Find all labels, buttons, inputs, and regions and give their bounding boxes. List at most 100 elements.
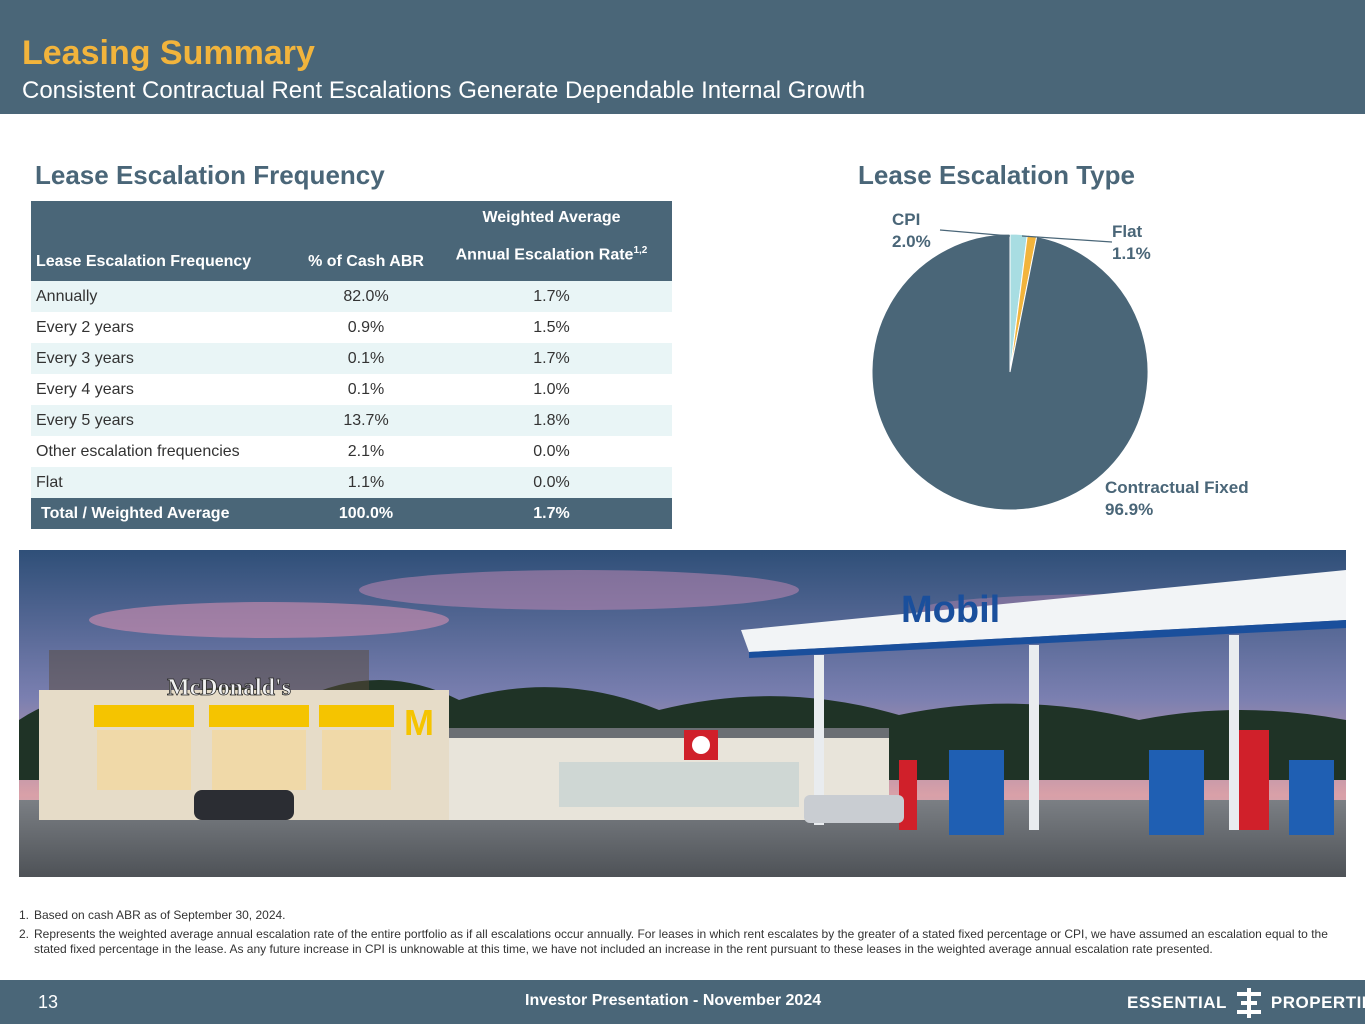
mcdonalds-sign: McDonald's bbox=[167, 675, 291, 701]
awning bbox=[319, 705, 394, 727]
table-row: Flat 1.1% 0.0% bbox=[31, 467, 672, 499]
flat-label-value: 1.1% bbox=[1112, 244, 1151, 263]
total-rate: 1.7% bbox=[431, 498, 672, 530]
golden-arches-logo: M bbox=[404, 702, 434, 743]
pie-slices bbox=[871, 233, 1149, 511]
row-rate: 0.0% bbox=[533, 442, 570, 460]
frequency-section-title: Lease Escalation Frequency bbox=[35, 160, 385, 190]
footer-text: Investor Presentation - November 2024 bbox=[525, 992, 822, 1009]
flat-label-name: Flat bbox=[1112, 222, 1143, 241]
window bbox=[212, 730, 306, 790]
mobil-sign: Mobil bbox=[901, 589, 1000, 631]
footnote-text: Represents the weighted average annual e… bbox=[34, 927, 1328, 956]
lease-escalation-type-pie-chart bbox=[871, 229, 1149, 511]
logo-text-right: PROPERTIES bbox=[1270, 993, 1365, 1012]
row-rate: 0.0% bbox=[431, 467, 672, 499]
slide-footer: 13 Investor Presentation - November 2024… bbox=[0, 980, 1365, 1024]
store-roof bbox=[449, 728, 889, 738]
fuel-pump bbox=[1149, 750, 1204, 835]
table-row: Other escalation frequencies 2.1% 0.0% bbox=[31, 436, 672, 467]
row-pct: 0.9% bbox=[347, 318, 385, 336]
column-header-rate-line1: Weighted Average bbox=[482, 209, 621, 226]
cloud bbox=[359, 570, 799, 610]
row-label: Annually bbox=[31, 281, 301, 313]
cpi-pie-label: CPI 2.0% bbox=[892, 209, 931, 253]
table-total-row: Total / Weighted Average 100.0% 1.7% bbox=[31, 498, 672, 530]
column-header-frequency: Lease Escalation Frequency bbox=[31, 201, 301, 282]
row-label: Other escalation frequencies bbox=[36, 442, 240, 460]
cpi-label-name: CPI bbox=[892, 210, 921, 229]
row-label: Every 2 years bbox=[36, 318, 134, 336]
circle-k-logo bbox=[692, 736, 710, 754]
column-header-rate-footnote: 1,2 bbox=[633, 245, 648, 256]
column-header-pct-label: % of Cash ABR bbox=[308, 253, 424, 271]
row-rate: 1.7% bbox=[431, 343, 672, 375]
table-row: Every 4 years 0.1% 1.0% bbox=[31, 374, 672, 405]
row-label: Every 3 years bbox=[31, 343, 301, 375]
lease-escalation-table: Lease Escalation Frequency % of Cash ABR… bbox=[31, 201, 672, 530]
row-label: Every 5 years bbox=[31, 405, 301, 437]
row-label: Every 4 years bbox=[36, 380, 134, 398]
column-header-frequency-label: Lease Escalation Frequency bbox=[36, 253, 252, 271]
fixed-label-name: Contractual Fixed bbox=[1105, 478, 1249, 497]
table-header-row: Lease Escalation Frequency % of Cash ABR… bbox=[31, 201, 672, 282]
mobil-canopy bbox=[741, 570, 1346, 652]
gas-station-restaurant-illustration: McDonald's M Mobil bbox=[19, 550, 1346, 877]
type-section-title: Lease Escalation Type bbox=[858, 160, 1135, 190]
contractual-fixed-pie-label: Contractual Fixed 96.9% bbox=[1105, 477, 1249, 521]
pump-column bbox=[1239, 730, 1269, 830]
fuel-pump bbox=[1289, 760, 1334, 835]
row-pct: 1.1% bbox=[301, 467, 431, 499]
parked-car bbox=[194, 790, 294, 820]
column-header-rate-line2: Annual Escalation Rate bbox=[455, 246, 634, 264]
pie-slice-contractual-fixed bbox=[871, 233, 1149, 511]
row-pct: 0.1% bbox=[347, 380, 385, 398]
canopy-pillar bbox=[1229, 635, 1239, 830]
store-windows bbox=[559, 762, 799, 807]
footnote-number: 1. bbox=[19, 908, 30, 922]
slide-title: Leasing Summary bbox=[22, 34, 315, 72]
table-row: Every 2 years 0.9% 1.5% bbox=[31, 312, 672, 343]
row-label: Flat bbox=[31, 467, 301, 499]
canopy-stripe bbox=[749, 620, 1346, 658]
flat-leader-line bbox=[1021, 235, 1113, 243]
canopy-pillar bbox=[1029, 645, 1039, 830]
slide-header: Leasing Summary Consistent Contractual R… bbox=[0, 0, 1365, 114]
window bbox=[97, 730, 191, 790]
mcdonalds-roof bbox=[49, 650, 369, 690]
window bbox=[322, 730, 391, 790]
logo-text-left: ESSENTIAL bbox=[1127, 993, 1227, 1012]
parked-suv bbox=[804, 795, 904, 823]
awning bbox=[94, 705, 194, 727]
total-label: Total / Weighted Average bbox=[31, 498, 301, 530]
canopy-pillar bbox=[814, 655, 824, 825]
column-header-pct: % of Cash ABR bbox=[301, 201, 431, 282]
row-pct: 2.1% bbox=[347, 442, 385, 460]
row-pct: 0.1% bbox=[301, 343, 431, 375]
footnote-text: Based on cash ABR as of September 30, 20… bbox=[34, 908, 286, 922]
row-rate: 1.0% bbox=[533, 380, 570, 398]
footnote-number: 2. bbox=[19, 927, 30, 941]
row-pct: 82.0% bbox=[301, 281, 431, 313]
page-number: 13 bbox=[38, 992, 59, 1012]
table-row: Annually 82.0% 1.7% bbox=[31, 281, 672, 313]
footnote-1: 1. Based on cash ABR as of September 30,… bbox=[19, 908, 1339, 923]
row-rate: 1.7% bbox=[431, 281, 672, 313]
footnotes: 1. Based on cash ABR as of September 30,… bbox=[19, 908, 1339, 957]
property-photo: McDonald's M Mobil bbox=[19, 550, 1346, 877]
cloud bbox=[89, 602, 449, 638]
essential-properties-logo: ESSENTIAL PROPERTIES bbox=[1127, 988, 1365, 1018]
column-header-rate: Weighted Average Annual Escalation Rate1… bbox=[431, 201, 672, 282]
fuel-pump bbox=[949, 750, 1004, 835]
footnote-2: 2. Represents the weighted average annua… bbox=[19, 927, 1339, 957]
row-rate: 1.8% bbox=[431, 405, 672, 437]
fixed-label-value: 96.9% bbox=[1105, 500, 1154, 519]
row-pct: 13.7% bbox=[301, 405, 431, 437]
table-row: Every 5 years 13.7% 1.8% bbox=[31, 405, 672, 437]
table-row: Every 3 years 0.1% 1.7% bbox=[31, 343, 672, 375]
flat-pie-label: Flat 1.1% bbox=[1112, 221, 1151, 265]
row-rate: 1.5% bbox=[533, 318, 570, 336]
cpi-label-value: 2.0% bbox=[892, 232, 931, 251]
slide-subtitle: Consistent Contractual Rent Escalations … bbox=[22, 77, 866, 104]
logo-mark-icon bbox=[1236, 988, 1261, 1018]
